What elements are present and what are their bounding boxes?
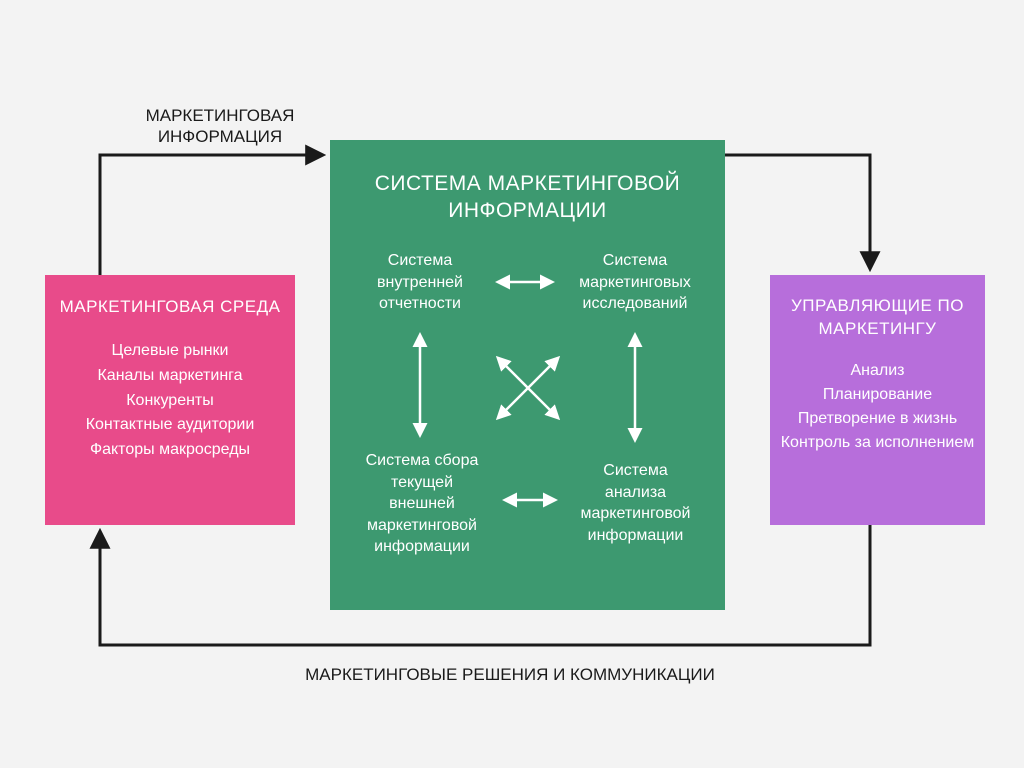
list-item: Контроль за исполнением (780, 431, 975, 455)
left-box-title: МАРКЕТИНГОВАЯ СРЕДА (57, 297, 283, 317)
list-item: Каналы маркетинга (57, 364, 283, 389)
center-box-title: СИСТЕМА МАРКЕТИНГОВОЙ ИНФОРМАЦИИ (348, 170, 707, 225)
list-item: Анализ (780, 359, 975, 383)
list-item: Контактные аудитории (57, 413, 283, 438)
subsystem-bottom-left: Система сбора текущей внешней маркетинго… (342, 450, 502, 558)
left-box-items: Целевые рынки Каналы маркетинга Конкурен… (57, 339, 283, 463)
list-item: Конкуренты (57, 389, 283, 414)
right-box-items: Анализ Планирование Претворение в жизнь … (780, 359, 975, 455)
bottom-label: МАРКЕТИНГОВЫЕ РЕШЕНИЯ И КОММУНИКАЦИИ (260, 665, 760, 685)
right-box: УПРАВЛЯЮЩИЕ ПО МАРКЕТИНГУ Анализ Планиро… (770, 275, 985, 525)
right-box-title: УПРАВЛЯЮЩИЕ ПО МАРКЕТИНГУ (780, 295, 975, 341)
list-item: Претворение в жизнь (780, 407, 975, 431)
left-box: МАРКЕТИНГОВАЯ СРЕДА Целевые рынки Каналы… (45, 275, 295, 525)
subsystem-top-right: Система маркетинговых исследований (555, 250, 715, 315)
list-item: Планирование (780, 383, 975, 407)
list-item: Факторы макросреды (57, 438, 283, 463)
list-item: Целевые рынки (57, 339, 283, 364)
subsystem-top-left: Система внутренней отчетности (345, 250, 495, 315)
top-label: МАРКЕТИНГОВАЯ ИНФОРМАЦИЯ (120, 105, 320, 148)
subsystem-bottom-right: Система анализа маркетинговой информации (558, 460, 713, 546)
